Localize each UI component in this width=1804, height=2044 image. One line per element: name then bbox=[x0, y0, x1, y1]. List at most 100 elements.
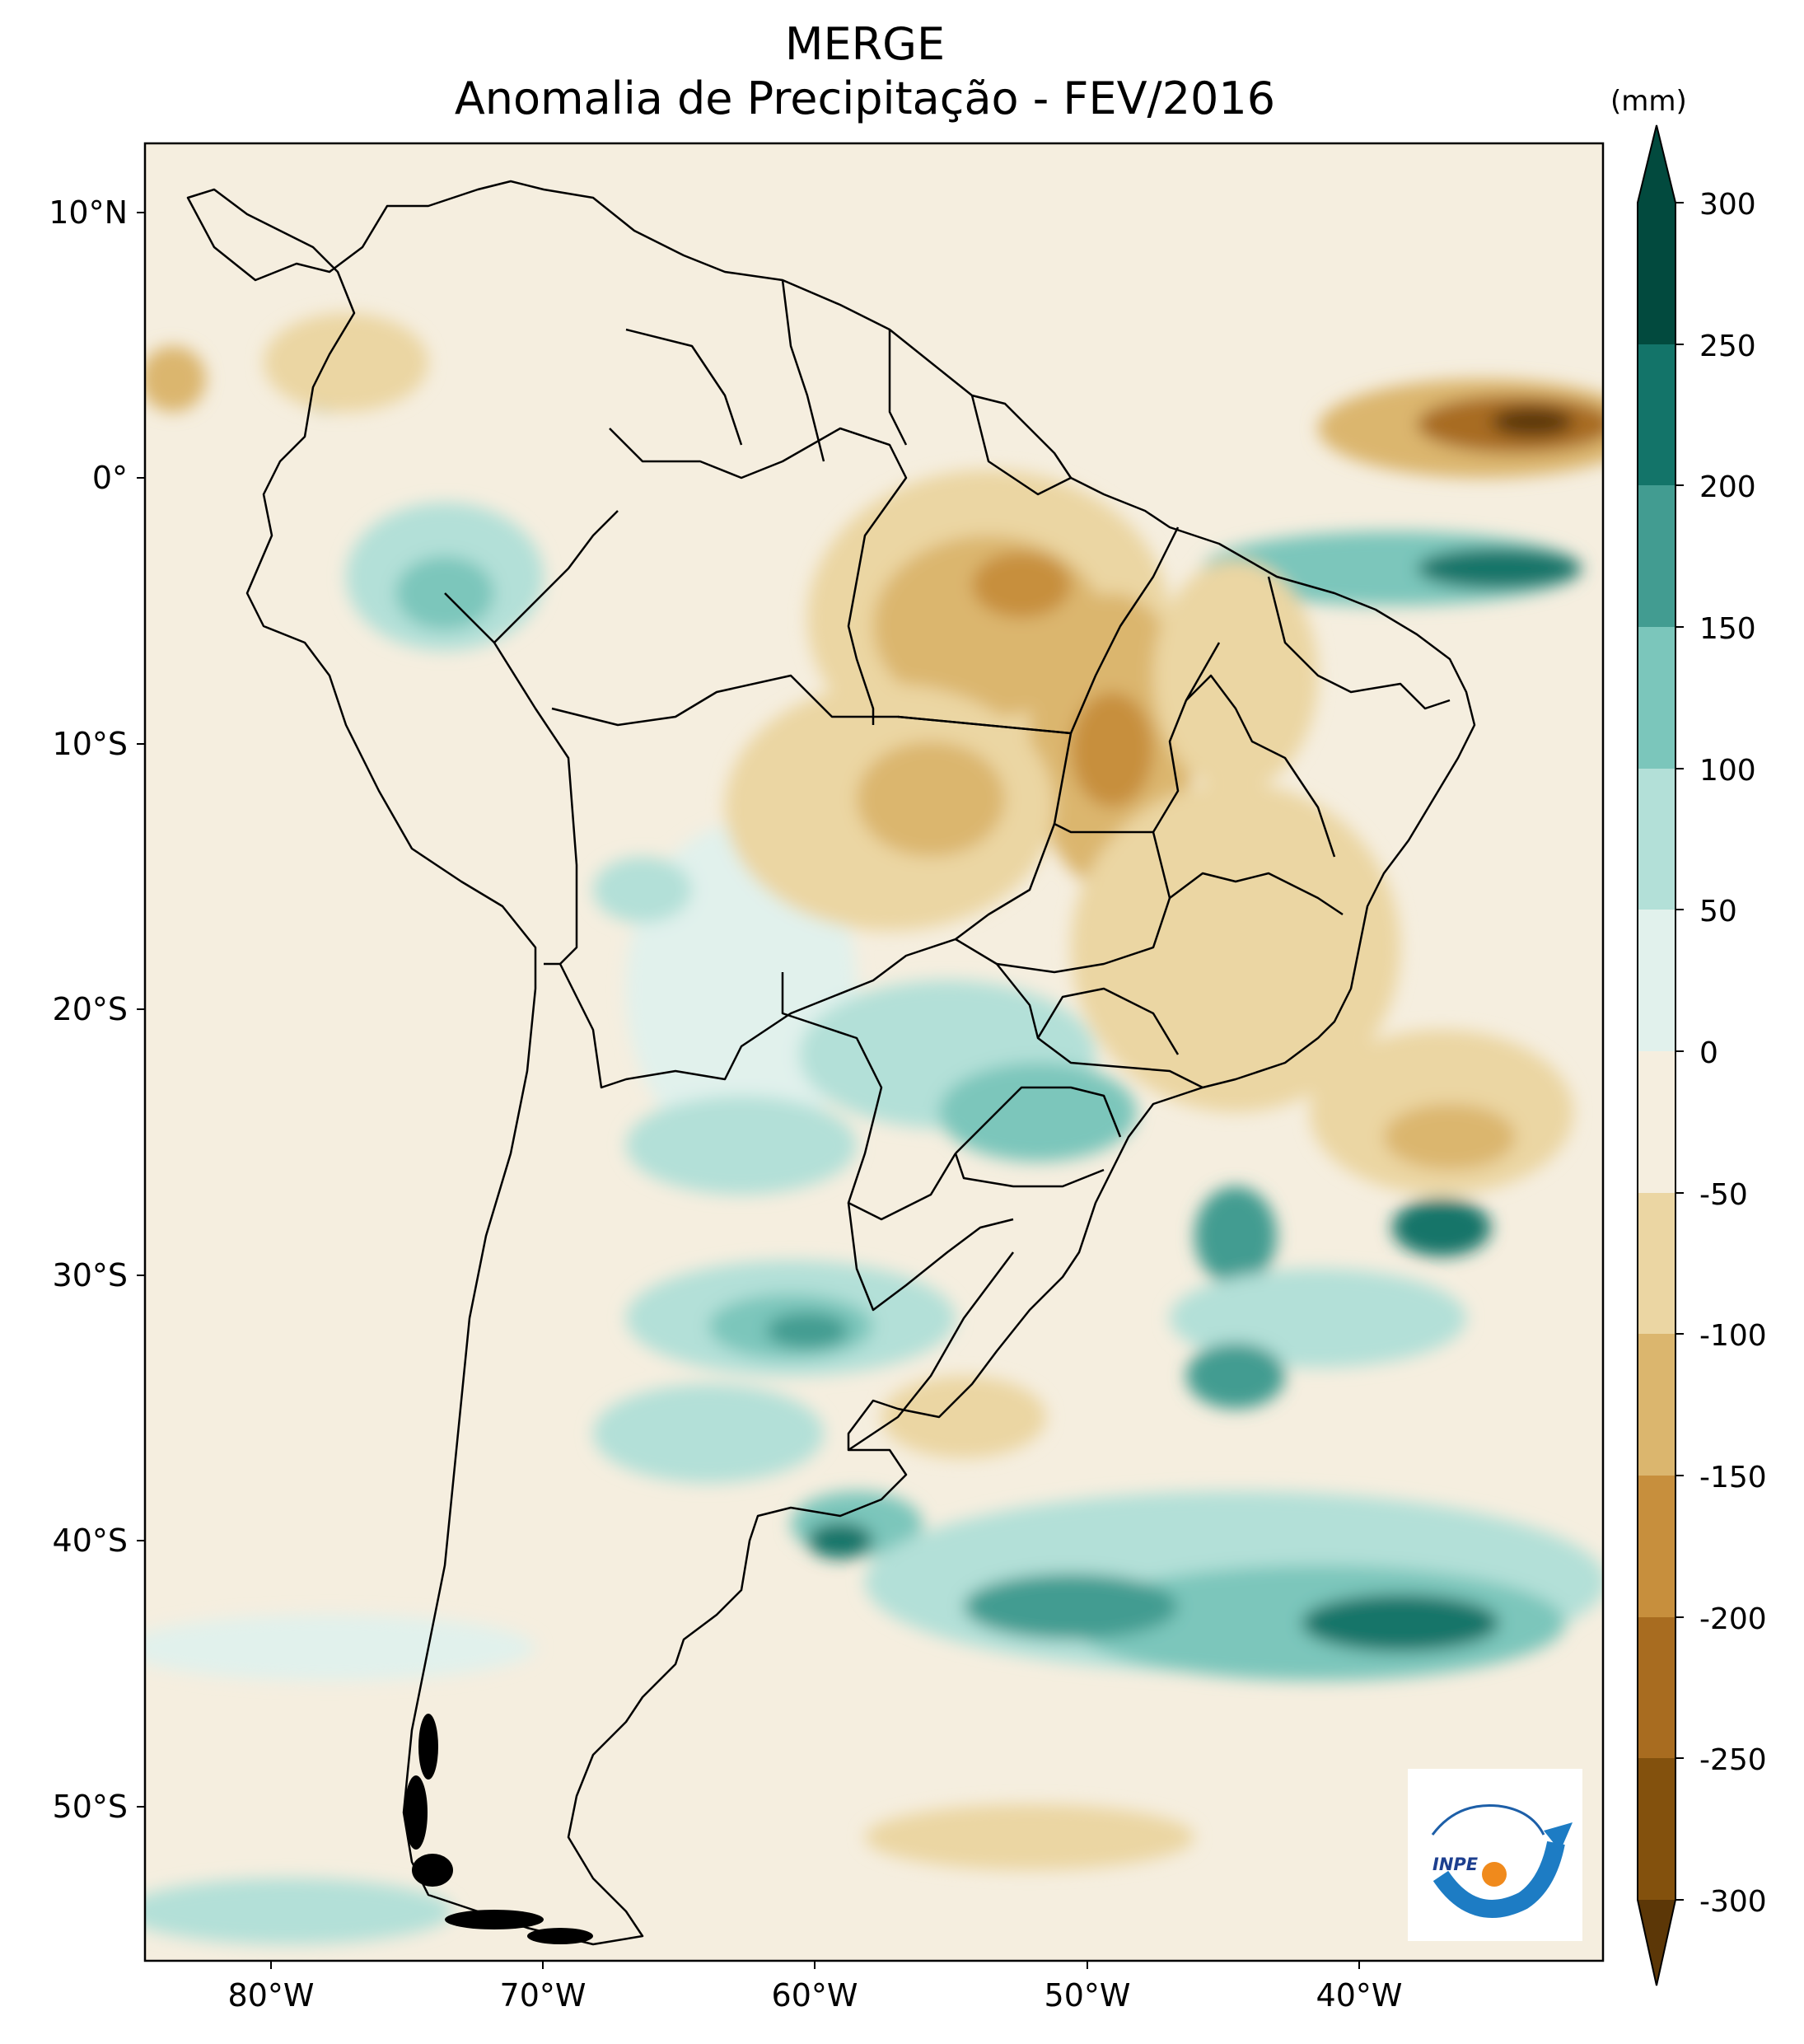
country-border bbox=[493, 510, 619, 643]
colorbar-tick-label: 50 bbox=[1699, 895, 1737, 928]
country-border bbox=[781, 972, 957, 1221]
inpe-logo-text: INPE bbox=[1432, 1855, 1479, 1874]
lat-label: 30°S bbox=[52, 1257, 128, 1293]
state-border bbox=[897, 526, 1180, 735]
anomaly-patch bbox=[1392, 1199, 1491, 1256]
anomaly-patch bbox=[145, 1615, 535, 1681]
state-border bbox=[888, 330, 908, 446]
state-border bbox=[1185, 674, 1336, 858]
state-border bbox=[996, 897, 1171, 974]
anomaly-patch bbox=[626, 1096, 857, 1195]
state-border bbox=[955, 823, 1056, 940]
anomaly-patch bbox=[972, 552, 1071, 618]
anomaly-patch bbox=[939, 1063, 1137, 1162]
anomaly-patch bbox=[964, 1574, 1178, 1639]
colorbar-segment bbox=[1638, 627, 1675, 769]
colorbar-segment bbox=[1638, 1617, 1675, 1758]
lon-label: 40°W bbox=[1316, 1977, 1403, 2014]
map-frame bbox=[143, 142, 1605, 1962]
anomaly-patch bbox=[881, 1376, 1046, 1458]
lon-label: 50°W bbox=[1044, 1977, 1131, 2014]
anomaly-patch bbox=[1071, 692, 1153, 807]
state-border bbox=[781, 279, 825, 462]
colorbar-segment bbox=[1638, 1758, 1675, 1900]
colorbar-arrow-top bbox=[1638, 125, 1675, 203]
colorbar-tick-label: 200 bbox=[1699, 470, 1756, 504]
colorbar-tick-label: -150 bbox=[1699, 1461, 1767, 1494]
colorbar-tick-label: 0 bbox=[1699, 1036, 1718, 1070]
anomaly-patch bbox=[593, 1384, 824, 1483]
axis-ticks bbox=[137, 212, 1360, 1969]
anomaly-patch bbox=[1170, 1269, 1466, 1368]
colorbar-tick-label: -200 bbox=[1699, 1602, 1767, 1636]
anomaly-patch bbox=[1491, 407, 1573, 437]
anomaly-patch bbox=[1417, 548, 1582, 589]
anomaly-patch bbox=[857, 741, 1005, 857]
colorbar-segment bbox=[1638, 1334, 1675, 1476]
inpe-logo: INPE bbox=[1408, 1769, 1582, 1941]
colorbar-tick-label: -50 bbox=[1699, 1178, 1748, 1212]
colorbar-tick-label: 250 bbox=[1699, 330, 1756, 363]
map-title: MERGE bbox=[784, 18, 946, 70]
borders bbox=[186, 180, 1476, 1946]
colorbar-segment bbox=[1638, 769, 1675, 910]
colorbar-segment bbox=[1638, 910, 1675, 1051]
lat-label: 50°S bbox=[52, 1789, 128, 1825]
lat-label: 0° bbox=[91, 460, 128, 496]
anomaly-patch bbox=[807, 1522, 873, 1559]
state-border bbox=[1036, 987, 1180, 1055]
anomaly-patch bbox=[1302, 1594, 1499, 1652]
lat-label: 20°S bbox=[52, 991, 128, 1027]
anomaly-patch bbox=[145, 346, 206, 412]
anomaly-patch bbox=[1186, 1343, 1285, 1409]
state-border bbox=[955, 1086, 1122, 1154]
anomaly-patch bbox=[766, 1312, 848, 1349]
colorbar-segment bbox=[1638, 1193, 1675, 1334]
colorbar-segment bbox=[1638, 1051, 1675, 1193]
colorbar-tick-label: -250 bbox=[1699, 1743, 1767, 1777]
anomaly-patch bbox=[593, 857, 692, 923]
state-border bbox=[1053, 642, 1221, 834]
lon-label: 80°W bbox=[227, 1977, 315, 2014]
colorbar-tick-label: 300 bbox=[1699, 188, 1756, 222]
state-border bbox=[839, 427, 908, 725]
state-border bbox=[1267, 576, 1451, 710]
state-border bbox=[848, 1251, 1014, 1452]
anomaly-patch bbox=[1194, 1186, 1277, 1285]
patagonia-islands bbox=[404, 1714, 593, 1944]
state-border bbox=[996, 963, 1203, 1089]
anomaly-patch bbox=[1384, 1104, 1516, 1170]
country-border bbox=[558, 938, 998, 1089]
anomaly-patch bbox=[865, 1804, 1194, 1870]
map-subtitle: Anomalia de Precipitação - FEV/2016 bbox=[454, 72, 1276, 124]
colorbar-arrow-bottom bbox=[1638, 1900, 1675, 1986]
state-border bbox=[625, 328, 743, 446]
anomaly-patch bbox=[264, 313, 428, 412]
state-border bbox=[970, 395, 1072, 496]
colorbar-tick-label: 100 bbox=[1699, 754, 1756, 788]
colorbar bbox=[1637, 124, 1684, 1986]
anomaly-patch bbox=[1071, 783, 1400, 1112]
colorbar-unit-label: (mm) bbox=[1610, 85, 1687, 118]
anomaly-patch bbox=[145, 1878, 453, 1944]
lat-label: 40°S bbox=[52, 1522, 128, 1559]
coastline bbox=[186, 180, 1476, 1946]
colorbar-segment bbox=[1638, 485, 1675, 627]
anomaly-patch bbox=[1153, 560, 1318, 791]
colorbar-segment bbox=[1638, 344, 1675, 485]
state-border bbox=[954, 1153, 1105, 1188]
colorbar-tick-label: -300 bbox=[1699, 1885, 1767, 1919]
colorbar-tick-label: 150 bbox=[1699, 612, 1756, 646]
anomaly-field bbox=[145, 143, 1603, 1961]
lon-label: 70°W bbox=[499, 1977, 587, 2014]
colorbar-segment bbox=[1638, 1476, 1675, 1617]
country-border bbox=[444, 592, 578, 966]
colorbar-tick-label: -100 bbox=[1699, 1319, 1767, 1353]
country-border bbox=[551, 674, 1072, 735]
country-border bbox=[847, 1202, 1014, 1312]
lat-label: 10°S bbox=[52, 726, 128, 762]
colorbar-segment bbox=[1638, 203, 1675, 344]
lon-label: 60°W bbox=[771, 1977, 858, 2014]
inpe-logo-icon bbox=[1431, 1803, 1573, 1918]
